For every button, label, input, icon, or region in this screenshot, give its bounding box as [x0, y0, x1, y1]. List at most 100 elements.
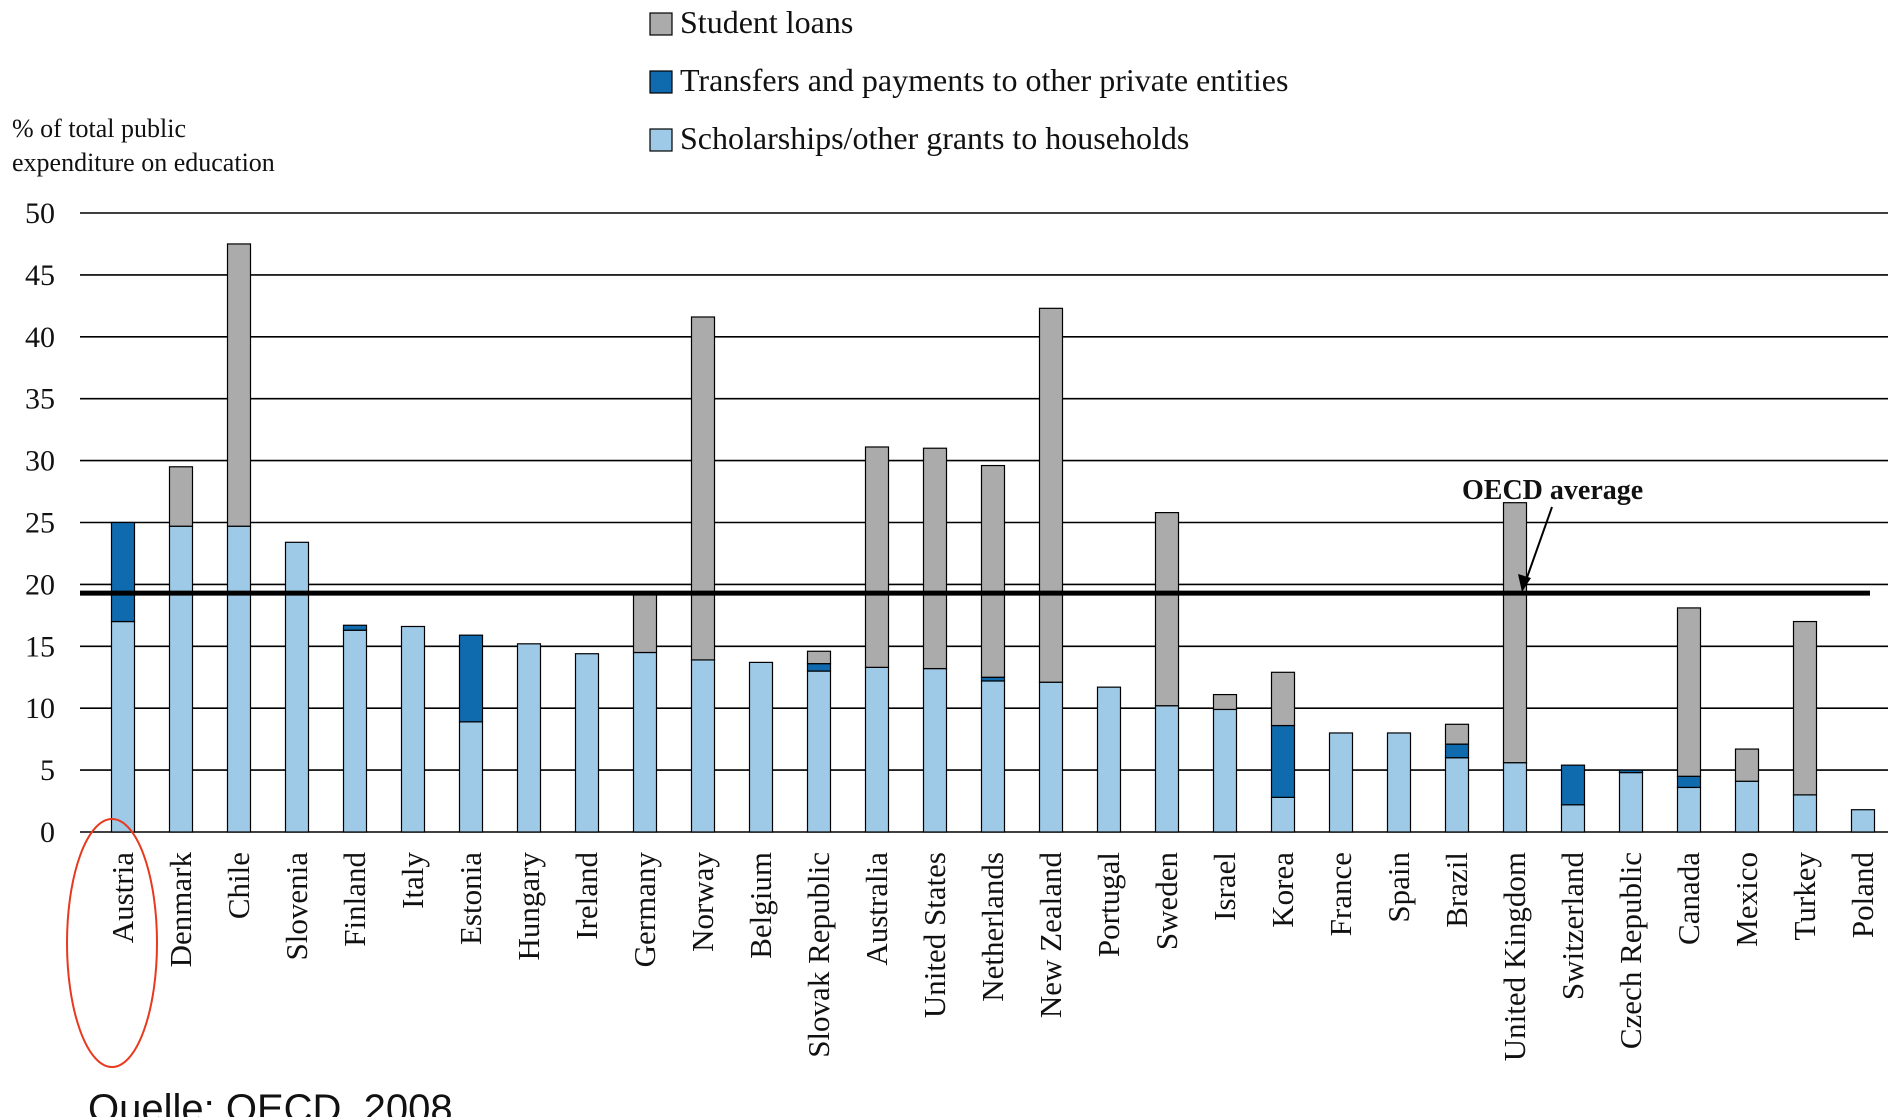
- bar-segment: [1444, 743, 1470, 759]
- bar-segment: [1618, 769, 1644, 774]
- bar-segment: [458, 721, 484, 833]
- bar-segment: [168, 525, 194, 833]
- y-tick-label: 0: [40, 816, 55, 849]
- y-tick-label: 10: [25, 692, 55, 725]
- bar-segment: [922, 447, 948, 670]
- x-tick-label: Poland: [1845, 852, 1880, 939]
- source-note: Quelle: OECD, 2008: [88, 1087, 453, 1117]
- bar-segment: [1792, 794, 1818, 833]
- x-tick-label: Estonia: [453, 852, 488, 945]
- y-tick-label: 25: [25, 507, 55, 540]
- bar-segment: [864, 446, 890, 668]
- x-tick-label: Korea: [1265, 852, 1300, 928]
- bar-segment: [864, 666, 890, 833]
- bar-segment: [1676, 607, 1702, 777]
- bar-segment: [980, 680, 1006, 833]
- y-axis-label-line1: % of total public: [12, 114, 186, 143]
- y-tick-label: 35: [25, 383, 55, 416]
- legend-swatch: [649, 70, 673, 94]
- bar-segment: [226, 525, 252, 833]
- x-tick-label: United Kingdom: [1497, 852, 1532, 1061]
- y-tick-label: 15: [25, 630, 55, 663]
- bar-segment: [168, 466, 194, 527]
- y-tick-label: 30: [25, 445, 55, 478]
- bar-segment: [980, 464, 1006, 678]
- bar-segment: [690, 316, 716, 661]
- x-tick-label: Italy: [395, 852, 430, 909]
- y-tick-label: 40: [25, 321, 55, 354]
- bar-segment: [1734, 748, 1760, 782]
- bar-segment: [110, 620, 136, 833]
- x-tick-label: Australia: [859, 852, 894, 966]
- bar-segment: [1502, 502, 1528, 764]
- x-tick-label: Turkey: [1787, 852, 1822, 941]
- bar-segment: [1676, 775, 1702, 789]
- x-tick-label: Germany: [627, 852, 662, 968]
- legend-label: Student loans: [680, 4, 853, 40]
- x-tick-label: Belgium: [743, 852, 778, 959]
- x-tick-label: Czech Republic: [1613, 852, 1648, 1049]
- bar-segment: [1212, 708, 1238, 833]
- x-tick-label: Finland: [337, 852, 372, 947]
- legend-swatch: [649, 128, 673, 152]
- bar-segment: [400, 625, 426, 833]
- bar-segment: [226, 243, 252, 527]
- x-tick-label: Denmark: [163, 852, 198, 968]
- bar-segment: [1038, 307, 1064, 683]
- oecd-average-arrow: [1523, 506, 1553, 587]
- bar-segment: [1444, 757, 1470, 833]
- x-tick-label: Portugal: [1091, 852, 1126, 957]
- x-tick-label: Mexico: [1729, 852, 1764, 947]
- x-tick-label: Canada: [1671, 852, 1706, 945]
- x-axis-labels: Austria Denmark Chile Slovenia Finland Italy E…: [105, 852, 1880, 1062]
- bar-segment: [1560, 804, 1586, 833]
- legend-label: Scholarships/other grants to households: [680, 120, 1189, 156]
- bar-segment: [1560, 764, 1586, 806]
- bar-segment: [516, 643, 542, 833]
- x-tick-label: Netherlands: [975, 852, 1010, 1002]
- x-tick-label: Ireland: [569, 852, 604, 940]
- bars: [110, 243, 1876, 833]
- x-tick-label: Norway: [685, 852, 720, 952]
- x-tick-label: Austria: [105, 852, 140, 944]
- bar-segment: [1618, 771, 1644, 833]
- bar-segment: [1676, 786, 1702, 833]
- bar-segment: [1096, 686, 1122, 833]
- x-tick-label: France: [1323, 852, 1358, 936]
- bar-segment: [632, 592, 658, 654]
- bar-segment: [1154, 511, 1180, 707]
- bar-segment: [1328, 732, 1354, 833]
- bar-segment: [1270, 724, 1296, 798]
- x-tick-label: Sweden: [1149, 852, 1184, 951]
- bar-segment: [748, 661, 774, 833]
- bar-segment: [1270, 796, 1296, 833]
- bar-segment: [806, 670, 832, 833]
- bar-segment: [110, 521, 136, 623]
- bar-segment: [1154, 705, 1180, 833]
- bar-segment: [1734, 780, 1760, 833]
- x-tick-label: Slovak Republic: [801, 852, 836, 1058]
- x-tick-label: Spain: [1381, 852, 1416, 923]
- bar-segment: [1850, 809, 1876, 833]
- y-tick-label: 5: [40, 754, 55, 787]
- bar-segment: [284, 541, 310, 833]
- y-tick-label: 50: [25, 197, 55, 230]
- x-tick-label: New Zealand: [1033, 852, 1068, 1019]
- bar-segment: [690, 659, 716, 833]
- bar-segment: [342, 629, 368, 833]
- x-tick-label: Israel: [1207, 852, 1242, 921]
- y-axis-label-line2: expenditure on education: [12, 148, 275, 177]
- bar-segment: [342, 624, 368, 631]
- x-tick-label: Slovenia: [279, 852, 314, 961]
- legend-swatch: [649, 12, 673, 36]
- highlight-ellipse: [66, 818, 158, 1068]
- legend: Student loans Transfers and payments to o…: [649, 4, 1288, 156]
- oecd-average-arrowhead: [1518, 574, 1531, 592]
- bar-segment: [458, 634, 484, 723]
- bar-segment: [632, 651, 658, 833]
- bar-segment: [1792, 620, 1818, 796]
- x-tick-label: Switzerland: [1555, 852, 1590, 1001]
- bar-segment: [1270, 671, 1296, 727]
- oecd-average-line: OECD average: [80, 475, 1870, 596]
